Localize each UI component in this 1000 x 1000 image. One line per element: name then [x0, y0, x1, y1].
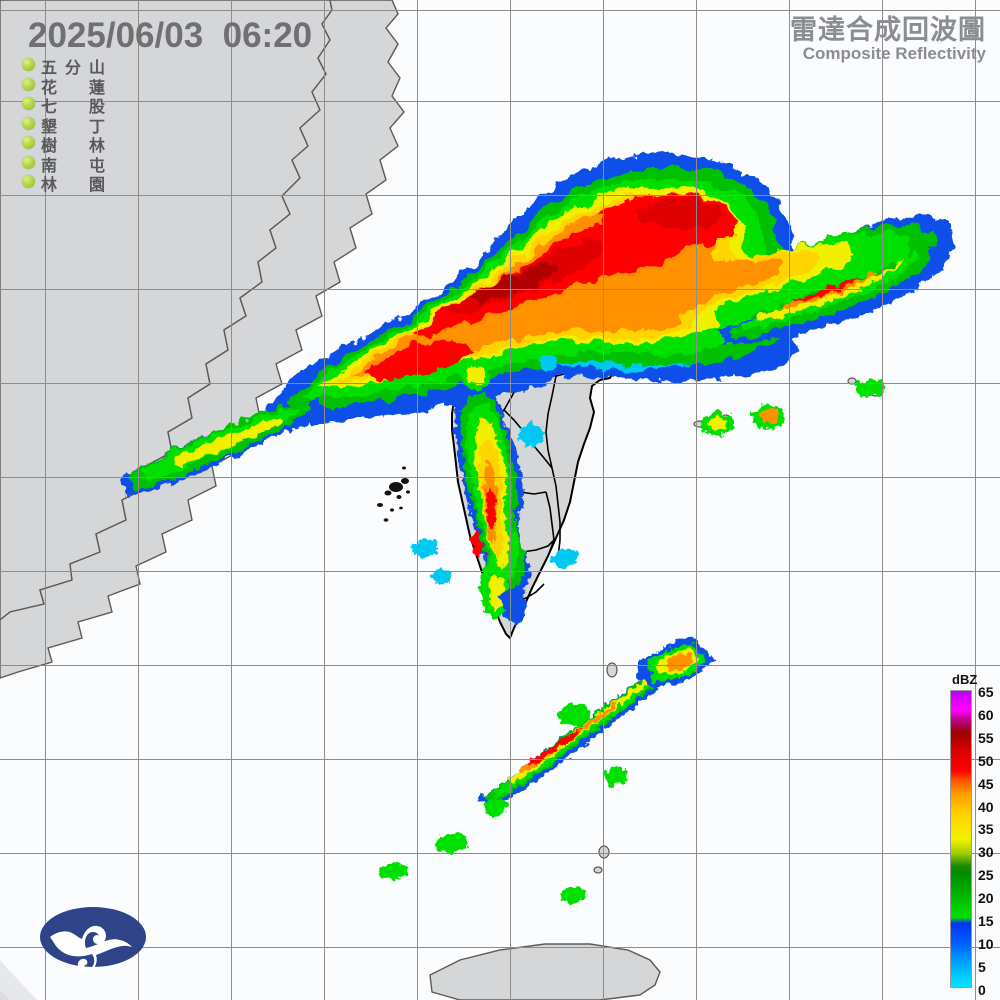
station-char	[65, 136, 81, 156]
legend-tick: 5	[978, 958, 986, 975]
station-status-dot	[22, 77, 35, 91]
echo-western-taiwan	[455, 352, 556, 626]
station-char	[65, 78, 81, 98]
station-char	[65, 156, 81, 176]
station-status-dot	[22, 97, 35, 110]
station-char: 七	[41, 97, 58, 116]
station-status-dot	[22, 58, 35, 71]
station-char	[65, 97, 81, 117]
station-char: 屯	[89, 155, 106, 175]
station-char: 丁	[89, 116, 106, 136]
station-char: 樹	[41, 136, 58, 155]
dbz-legend: dBZ 65 60 55 50 45 40 35 30 25 20 15 10 …	[948, 672, 1000, 998]
legend-tick: 55	[978, 729, 994, 746]
legend-tick: 15	[978, 913, 994, 929]
echo-northeast-band	[716, 236, 952, 344]
timestamp-label: 2025/06/03 06:20	[28, 16, 313, 55]
station-char: 花	[41, 77, 58, 97]
station-char: 南	[41, 155, 58, 175]
station-name-column-3: 山 蓮 股 丁 林 屯 園	[89, 58, 105, 195]
station-char: 分	[65, 58, 82, 77]
legend-tick: 40	[978, 798, 994, 815]
penghu-islands	[377, 466, 410, 522]
station-status-dot	[22, 175, 35, 188]
legend-tick: 25	[978, 867, 994, 884]
station-name-column-2: 分	[65, 58, 81, 195]
legend-tick: 30	[978, 844, 994, 861]
legend-tick: 50	[978, 752, 994, 769]
legend-tick: 10	[978, 935, 994, 952]
legend-body: 65 60 55 50 45 40 35 30 25 20 15 10 5 0	[948, 684, 1000, 998]
station-status-dot	[22, 116, 35, 130]
page-title-zh: 雷達合成回波圖	[790, 15, 986, 45]
station-status-dots	[22, 58, 35, 195]
station-status-dot	[22, 136, 35, 149]
page-title-en: Composite Reflectivity	[802, 44, 986, 64]
legend-tick: 45	[978, 775, 994, 792]
station-char: 股	[89, 97, 106, 116]
legend-tick: 35	[978, 821, 994, 838]
legend-tick: 65	[978, 684, 994, 700]
station-status-dot	[22, 155, 35, 169]
station-char: 墾	[41, 116, 58, 136]
station-char	[65, 117, 81, 137]
station-char	[65, 175, 81, 195]
station-char: 五	[41, 58, 58, 77]
radar-station-list: 五 花 七 墾 樹 南 林 分 山 蓮 股 丁 林 屯 園	[22, 58, 105, 195]
legend-color-bar	[950, 690, 972, 988]
echo-southern-linear-band	[380, 636, 714, 904]
legend-tick: 60	[978, 706, 994, 723]
legend-tick: 20	[978, 890, 994, 907]
station-char: 林	[41, 175, 58, 194]
title-block: 雷達合成回波圖 Composite Reflectivity	[790, 16, 986, 64]
station-name-column-1: 五 花 七 墾 樹 南 林	[41, 58, 57, 195]
station-char: 山	[89, 58, 106, 77]
station-char: 園	[89, 175, 106, 194]
station-char: 林	[89, 136, 106, 155]
cwb-logo	[40, 907, 146, 970]
legend-tick: 0	[978, 981, 986, 998]
station-char: 蓮	[89, 77, 106, 97]
legend-unit-label: dBZ	[952, 672, 978, 687]
echo-southwest-tail	[120, 400, 320, 496]
